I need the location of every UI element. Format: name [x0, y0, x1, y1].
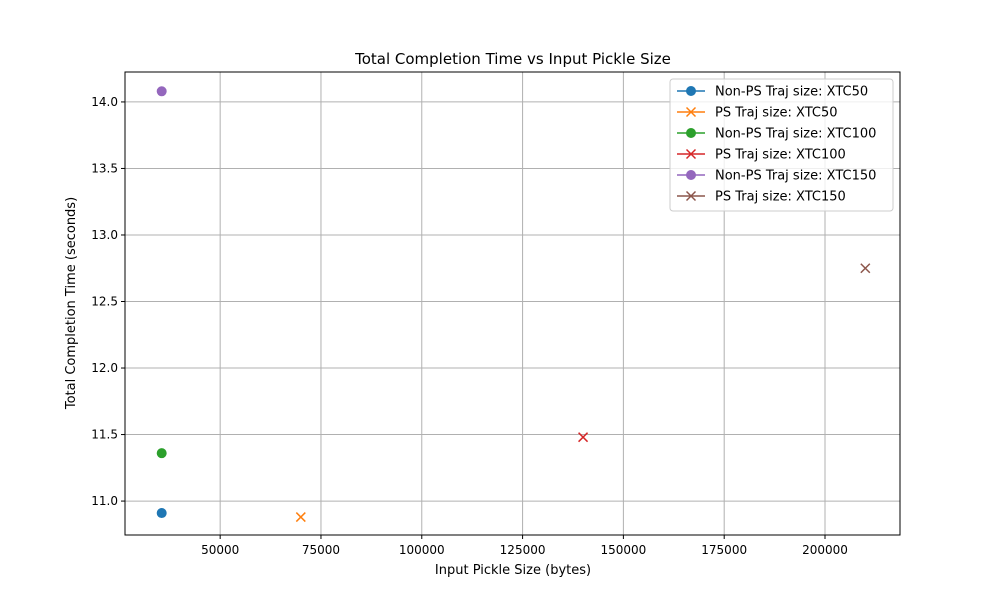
y-tick-label: 13.0	[91, 228, 118, 242]
legend-marker	[685, 106, 697, 118]
grid-lines	[125, 72, 900, 535]
data-point	[578, 432, 589, 443]
y-tick-label: 12.5	[91, 295, 118, 309]
legend-box	[669, 78, 894, 212]
legend: Non-PS Traj size: XTC50 PS Traj size: XTC…	[669, 78, 894, 212]
legend-marker	[685, 190, 697, 202]
plot-area-frame	[124, 71, 901, 536]
y-tick-label: 12.0	[91, 361, 118, 375]
y-tick-label: 11.5	[91, 428, 118, 442]
legend-marker-stroke	[685, 106, 697, 118]
x-tick-label: 125000	[500, 543, 546, 557]
legend-label: Non-PS Traj size: XTC100	[715, 127, 876, 142]
x-tick-label: 200000	[802, 543, 848, 557]
data-point	[860, 263, 871, 274]
legend-marker	[686, 86, 696, 96]
y-axis-label: Total Completion Time (seconds)	[64, 197, 79, 410]
legend-label: PS Traj size: XTC50	[715, 106, 838, 121]
legend-marker-stroke	[685, 148, 697, 160]
legend-label: PS Traj size: XTC150	[715, 190, 846, 205]
data-points	[156, 86, 871, 523]
chart-title: Total Completion Time vs Input Pickle Si…	[354, 50, 671, 68]
y-tick-label: 11.0	[91, 494, 118, 508]
axis-ticks: 50000 75000 100000 125000 150000 175000 200000…	[91, 95, 848, 557]
x-tick-label: 150000	[600, 543, 646, 557]
x-tick-label: 75000	[302, 543, 340, 557]
data-point	[156, 86, 167, 97]
y-tick-label: 13.5	[91, 161, 118, 175]
legend-label: PS Traj size: XTC100	[715, 148, 846, 163]
data-point-stroke	[860, 263, 871, 274]
x-tick-label: 175000	[701, 543, 747, 557]
data-point	[156, 448, 167, 459]
data-point-stroke	[295, 512, 306, 523]
x-tick-label: 100000	[399, 543, 445, 557]
data-point-stroke	[578, 432, 589, 443]
legend-marker	[686, 170, 696, 180]
legend-label: Non-PS Traj size: XTC50	[715, 85, 868, 100]
y-tick-label: 14.0	[91, 95, 118, 109]
x-axis-label: Input Pickle Size (bytes)	[435, 563, 591, 578]
legend-marker	[686, 128, 696, 138]
legend-label: Non-PS Traj size: XTC150	[715, 169, 876, 184]
legend-marker-stroke	[685, 190, 697, 202]
data-point	[156, 508, 167, 519]
data-point	[295, 512, 306, 523]
legend-marker	[685, 148, 697, 160]
x-tick-label: 50000	[201, 543, 239, 557]
